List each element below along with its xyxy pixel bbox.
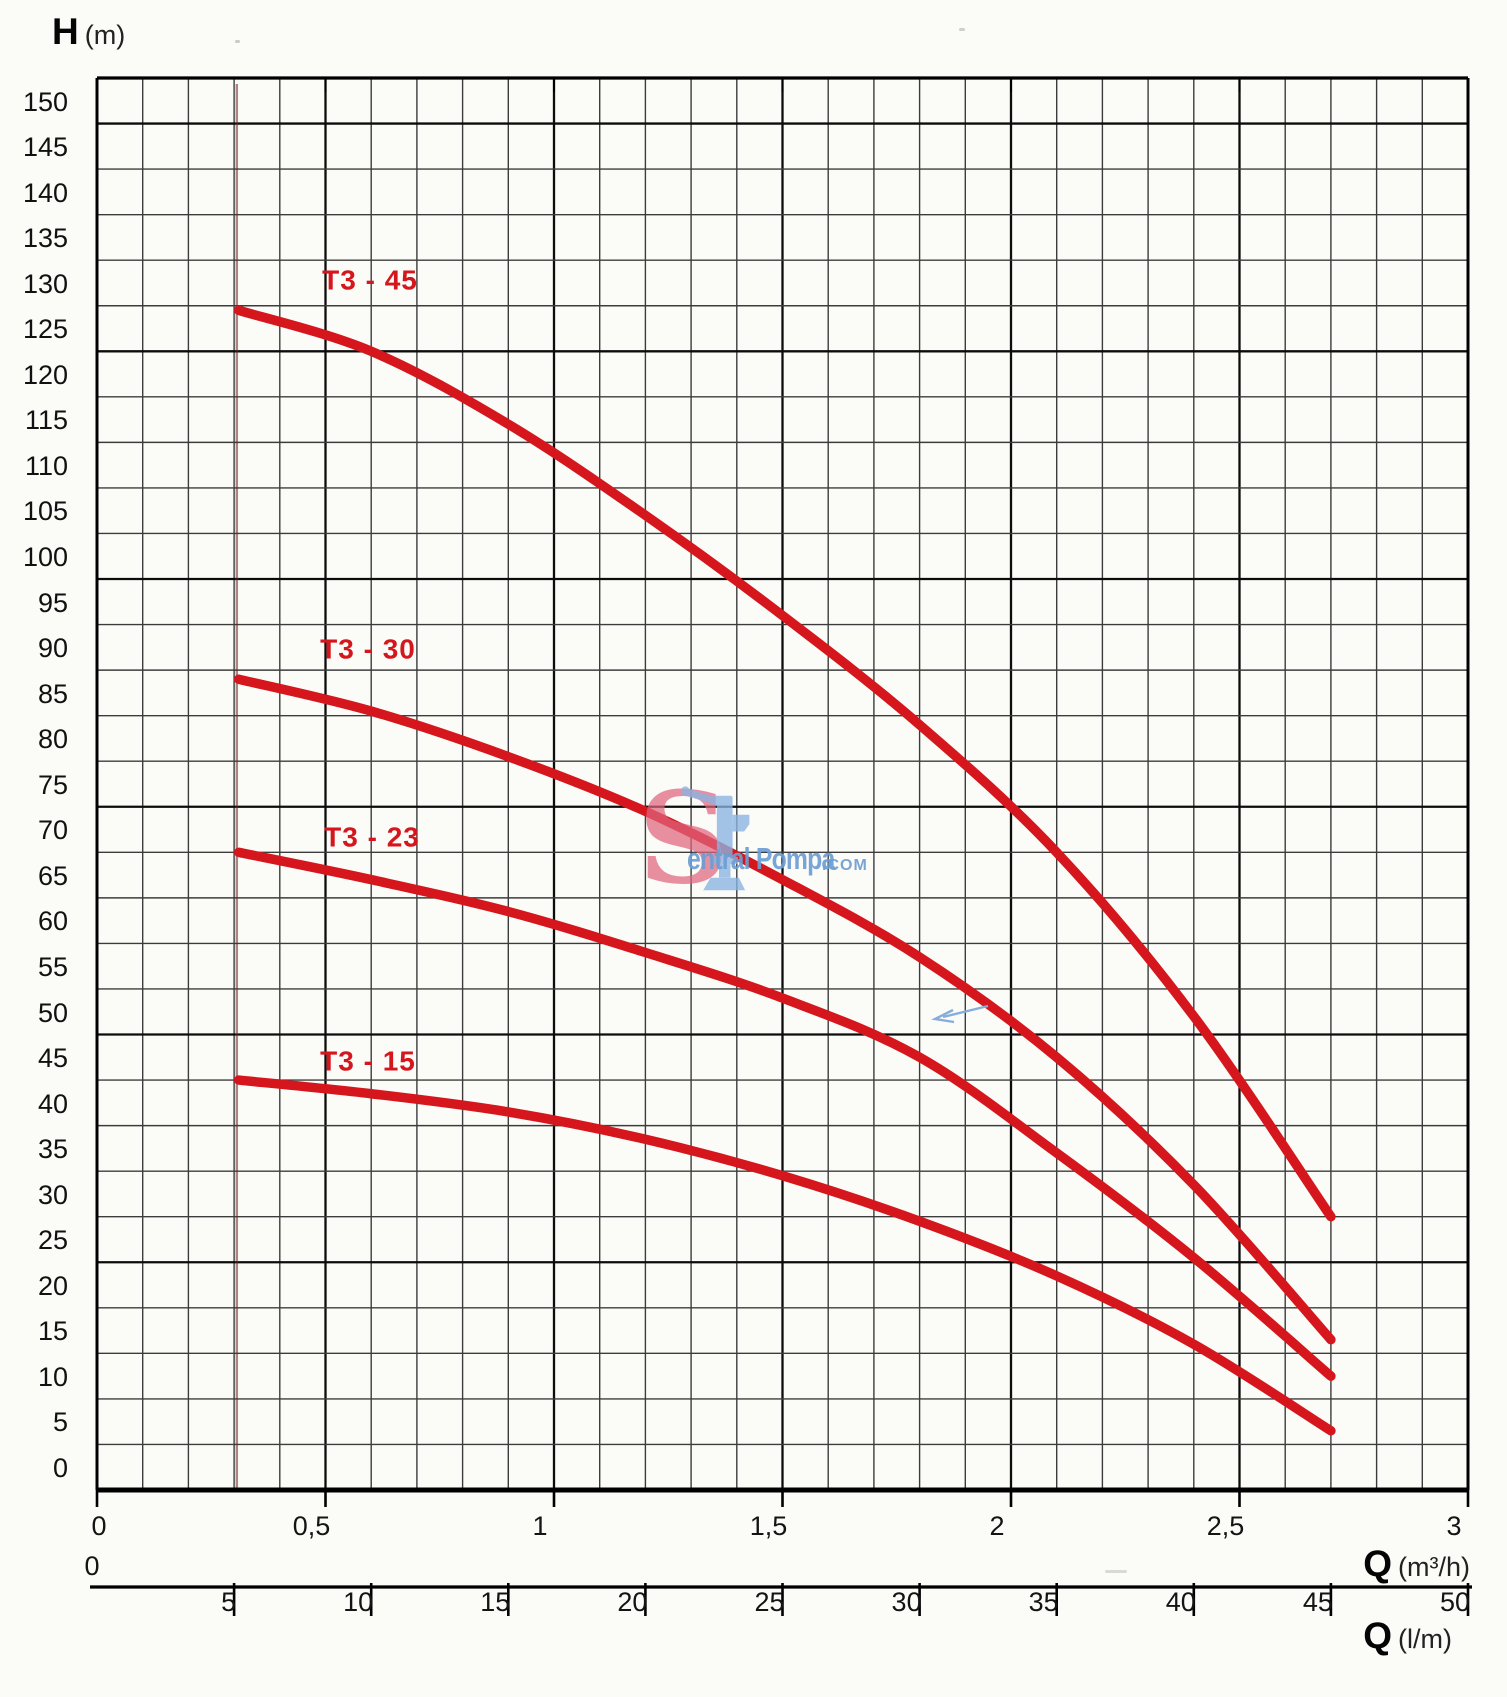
x-tick-label-lm: 30 [891, 1587, 922, 1617]
y-tick-label: 85 [37, 678, 68, 709]
y-tick-label: 75 [37, 769, 68, 800]
x-tick-label-lm: 45 [1302, 1587, 1333, 1617]
y-tick-label: 55 [37, 951, 68, 982]
x-axis-unit-lm: (l/m) [1398, 1624, 1452, 1654]
y-tick-label: 135 [22, 223, 68, 254]
scan-speckle [235, 40, 240, 43]
y-tick-label: 60 [37, 906, 68, 937]
x-axis-symbol-lm: Q [1363, 1615, 1393, 1656]
y-tick-label: 40 [37, 1088, 68, 1119]
scan-speckle [1105, 1570, 1127, 1573]
pump-curve-t3-45 [233, 305, 1336, 1222]
pump-curve-t3-15 [233, 1075, 1336, 1436]
y-tick-label: 115 [24, 405, 68, 436]
y-tick-label: 45 [37, 1043, 68, 1074]
curve-label-t3-15: T3 - 15 [320, 1045, 416, 1077]
x-tick-label-lm: 10 [343, 1587, 374, 1617]
y-axis-symbol: H [52, 11, 79, 52]
x-axis-title-lm: Q (l/m) [1363, 1615, 1452, 1657]
y-axis-unit: (m) [84, 20, 126, 50]
pump-curve-t3-23 [233, 847, 1336, 1381]
y-tick-label: 80 [37, 724, 68, 755]
scan-speckle [959, 28, 965, 31]
x-tick-label-lm: 40 [1165, 1587, 1196, 1617]
x-tick-label-m3h: 2 [989, 1511, 1005, 1541]
y-tick-label: 150 [22, 86, 68, 117]
x-axis-unit-m3h: (m³/h) [1398, 1552, 1470, 1582]
lm-zero-label: 0 [84, 1551, 100, 1581]
curve-label-t3-30: T3 - 30 [320, 633, 416, 665]
y-tick-label: 20 [37, 1270, 68, 1301]
x-tick-label-lm: 15 [480, 1587, 511, 1617]
y-tick-label: 110 [24, 450, 68, 481]
x-tick-label-m3h: 0 [91, 1511, 107, 1541]
y-tick-label: 140 [22, 177, 68, 208]
curve-label-t3-45: T3 - 45 [322, 264, 418, 296]
y-tick-label: 70 [37, 815, 68, 846]
y-tick-label: 5 [52, 1407, 68, 1438]
pen-arrow-mark [931, 1004, 989, 1024]
x-tick-label-lm: 5 [221, 1587, 237, 1617]
y-tick-label: 125 [22, 314, 68, 345]
y-tick-label: 35 [37, 1134, 68, 1165]
y-tick-label: 10 [37, 1361, 68, 1392]
x-axis-symbol-m3h: Q [1363, 1543, 1393, 1584]
y-tick-label: 50 [37, 997, 68, 1028]
y-tick-label: 95 [37, 587, 68, 618]
x-axis-title-m3h: Q (m³/h) [1363, 1543, 1470, 1585]
y-tick-label: 90 [37, 633, 68, 664]
y-tick-label: 30 [37, 1179, 68, 1210]
y-tick-label: 65 [37, 860, 68, 891]
y-axis-title: H (m) [52, 11, 126, 53]
x-tick-label-m3h: 3 [1446, 1511, 1462, 1541]
x-tick-label-lm: 35 [1028, 1587, 1059, 1617]
pump-curve-t3-30 [233, 674, 1336, 1345]
y-tick-label: 0 [52, 1453, 68, 1483]
x-tick-label-m3h: 1 [532, 1511, 548, 1541]
x-tick-label-lm: 20 [617, 1587, 648, 1617]
y-tick-label: 15 [37, 1316, 68, 1347]
y-tick-label: 145 [22, 132, 68, 163]
y-tick-label: 100 [22, 542, 68, 573]
x-tick-label-lm: 25 [754, 1587, 785, 1617]
x-tick-label-m3h: 0,5 [292, 1511, 331, 1541]
curve-label-t3-23: T3 - 23 [324, 821, 420, 853]
y-tick-label: 130 [22, 268, 68, 299]
y-tick-label: 120 [22, 359, 68, 390]
y-tick-label: 105 [22, 496, 68, 527]
x-tick-label-m3h: 1,5 [749, 1511, 788, 1541]
x-tick-label-lm: 50 [1439, 1587, 1470, 1617]
y-tick-label: 25 [37, 1225, 68, 1256]
x-tick-label-m3h: 2,5 [1206, 1511, 1245, 1541]
